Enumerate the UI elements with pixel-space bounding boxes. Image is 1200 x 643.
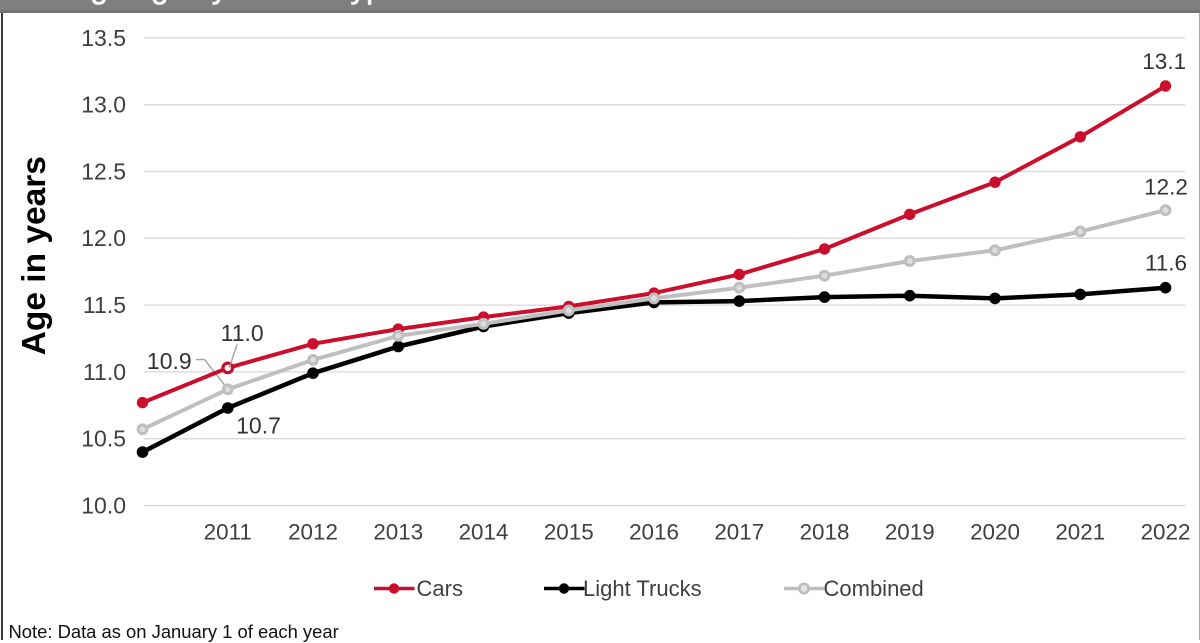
svg-text:12.0: 12.0 [81, 225, 126, 251]
svg-text:2017: 2017 [714, 520, 764, 545]
svg-text:Cars: Cars [417, 576, 463, 601]
svg-text:10.0: 10.0 [81, 492, 126, 518]
svg-text:2011: 2011 [204, 519, 252, 544]
svg-text:10.5: 10.5 [81, 426, 126, 452]
svg-text:11.0: 11.0 [83, 359, 126, 385]
svg-text:2022: 2022 [1141, 520, 1191, 545]
svg-text:13.5: 13.5 [81, 25, 126, 51]
svg-text:Combined: Combined [824, 576, 924, 601]
svg-text:2012: 2012 [288, 520, 338, 545]
svg-text:11.6: 11.6 [1145, 251, 1187, 276]
svg-text:2016: 2016 [629, 520, 679, 545]
svg-text:11.0: 11.0 [221, 320, 264, 346]
svg-text:2014: 2014 [459, 520, 509, 545]
svg-text:11.5: 11.5 [83, 292, 126, 318]
svg-text:2013: 2013 [373, 520, 423, 545]
svg-text:10.9: 10.9 [147, 348, 192, 374]
svg-text:2021: 2021 [1055, 520, 1105, 545]
svg-text:12.2: 12.2 [1144, 175, 1188, 200]
svg-text:2015: 2015 [544, 520, 594, 545]
svg-text:2019: 2019 [885, 520, 935, 545]
svg-text:Age in years: Age in years [16, 156, 53, 355]
svg-text:2020: 2020 [970, 520, 1020, 545]
svg-text:2018: 2018 [800, 520, 850, 545]
svg-text:10.7: 10.7 [236, 413, 281, 439]
svg-text:12.5: 12.5 [81, 158, 126, 184]
svg-text:13.0: 13.0 [81, 92, 126, 118]
svg-text:13.1: 13.1 [1142, 49, 1186, 74]
svg-text:Light Trucks: Light Trucks [583, 576, 702, 601]
